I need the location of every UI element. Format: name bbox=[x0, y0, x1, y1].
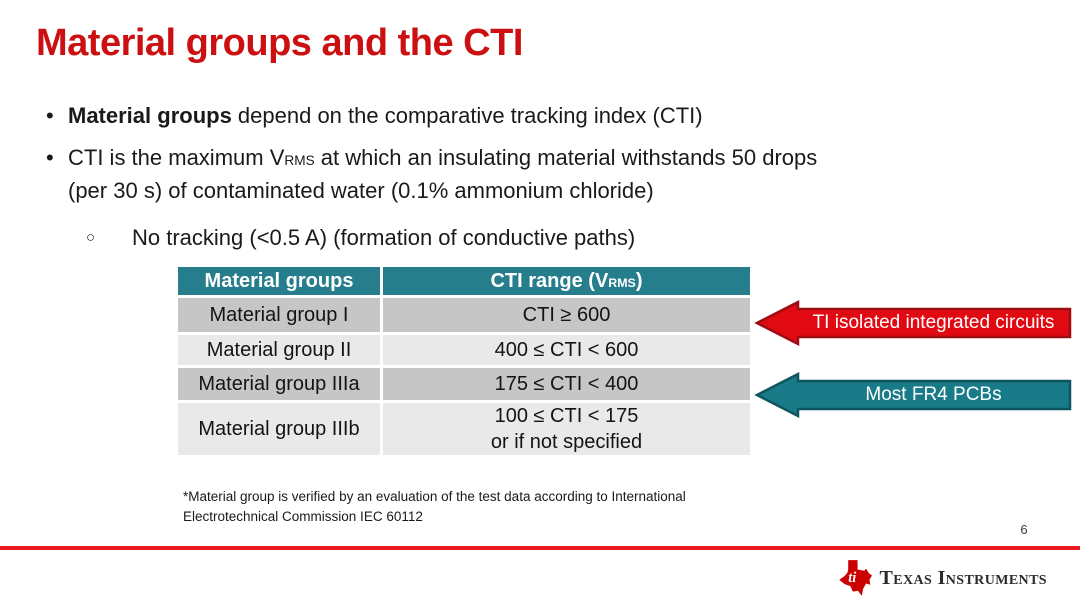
col-header-material-groups: Material groups bbox=[175, 264, 383, 298]
group-cell: Material group IIIa bbox=[175, 365, 383, 403]
bullet-dot-icon: • bbox=[46, 103, 54, 128]
left-arrow-icon bbox=[754, 371, 1072, 419]
subbullet-no-tracking: ○ No tracking (<0.5 A) (formation of con… bbox=[84, 223, 635, 253]
svg-text:ti: ti bbox=[849, 570, 857, 586]
col-header-cti-range: CTI range (VRMS) bbox=[380, 264, 753, 298]
ti-wordmark: Texas Instruments bbox=[879, 566, 1047, 589]
table-row: Material group IIIb 100 ≤ CTI < 175 or i… bbox=[175, 400, 753, 458]
table-row: Material group I CTI ≥ 600 bbox=[175, 295, 753, 335]
cti-line1-post: at which an insulating material withstan… bbox=[314, 145, 818, 170]
bullet-dot-icon: • bbox=[46, 145, 54, 170]
footnote: *Material group is verified by an evalua… bbox=[183, 487, 783, 526]
texas-instruments-icon: ti bbox=[839, 560, 873, 596]
cti-line1-pre: CTI is the maximum V bbox=[68, 145, 285, 170]
slide-title: Material groups and the CTI bbox=[36, 22, 523, 64]
teal-arrow-callout: Most FR4 PCBs bbox=[754, 371, 1073, 419]
bullet-text: Material groups depend on the comparativ… bbox=[68, 99, 703, 132]
footnote-line2: Electrotechnical Commission IEC 60112 bbox=[183, 508, 423, 524]
cti-line2: (per 30 s) of contaminated water (0.1% a… bbox=[68, 178, 654, 203]
range-line1: 100 ≤ CTI < 175 bbox=[494, 405, 639, 427]
footnote-line1: *Material group is verified by an evalua… bbox=[183, 489, 686, 504]
page-number: 6 bbox=[1020, 522, 1028, 537]
group-cell: Material group I bbox=[175, 295, 383, 335]
range-cell: 400 ≤ CTI < 600 bbox=[380, 332, 753, 368]
table-row: Material group IIIa 175 ≤ CTI < 400 bbox=[175, 365, 753, 403]
bullet-material-groups: • Material groups depend on the comparat… bbox=[46, 99, 1036, 132]
teal-arrow-label: Most FR4 PCBs bbox=[865, 384, 1002, 405]
range-cell: 175 ≤ CTI < 400 bbox=[380, 365, 753, 403]
table-header-row: Material groups CTI range (VRMS) bbox=[175, 264, 753, 298]
cti-range-post: ) bbox=[635, 269, 643, 292]
left-arrow-icon bbox=[754, 299, 1072, 347]
vrms-subscript: RMS bbox=[284, 153, 315, 168]
subbullet-text: No tracking (<0.5 A) (formation of condu… bbox=[132, 225, 636, 250]
bullet-cti-definition: • CTI is the maximum VRMS at which an in… bbox=[46, 141, 1036, 207]
circle-bullet-icon: ○ bbox=[86, 229, 96, 246]
red-divider-line bbox=[0, 546, 1080, 550]
red-arrow-callout: TI isolated integrated circuits bbox=[754, 299, 1073, 347]
group-cell: Material group II bbox=[175, 332, 383, 368]
bullet-rest-text: depend on the comparative tracking index… bbox=[231, 103, 703, 128]
range-cell: 100 ≤ CTI < 175 or if not specified bbox=[380, 400, 753, 458]
cti-range-pre: CTI range (V bbox=[490, 269, 609, 292]
bullet-bold-text: Material groups bbox=[68, 103, 232, 128]
vrms-subscript: RMS bbox=[608, 275, 636, 290]
range-line2: or if not specified bbox=[490, 431, 643, 453]
cti-line1: CTI is the maximum VRMS at which an insu… bbox=[68, 145, 817, 170]
ti-logo: ti Texas Instruments bbox=[838, 559, 1047, 597]
range-cell: CTI ≥ 600 bbox=[380, 295, 753, 335]
bullet-text: CTI is the maximum VRMS at which an insu… bbox=[68, 141, 817, 207]
group-cell: Material group IIIb bbox=[175, 400, 383, 458]
red-arrow-label: TI isolated integrated circuits bbox=[812, 312, 1055, 333]
material-groups-table: Material groups CTI range (VRMS) Materia… bbox=[175, 264, 753, 458]
table-row: Material group II 400 ≤ CTI < 600 bbox=[175, 332, 753, 368]
